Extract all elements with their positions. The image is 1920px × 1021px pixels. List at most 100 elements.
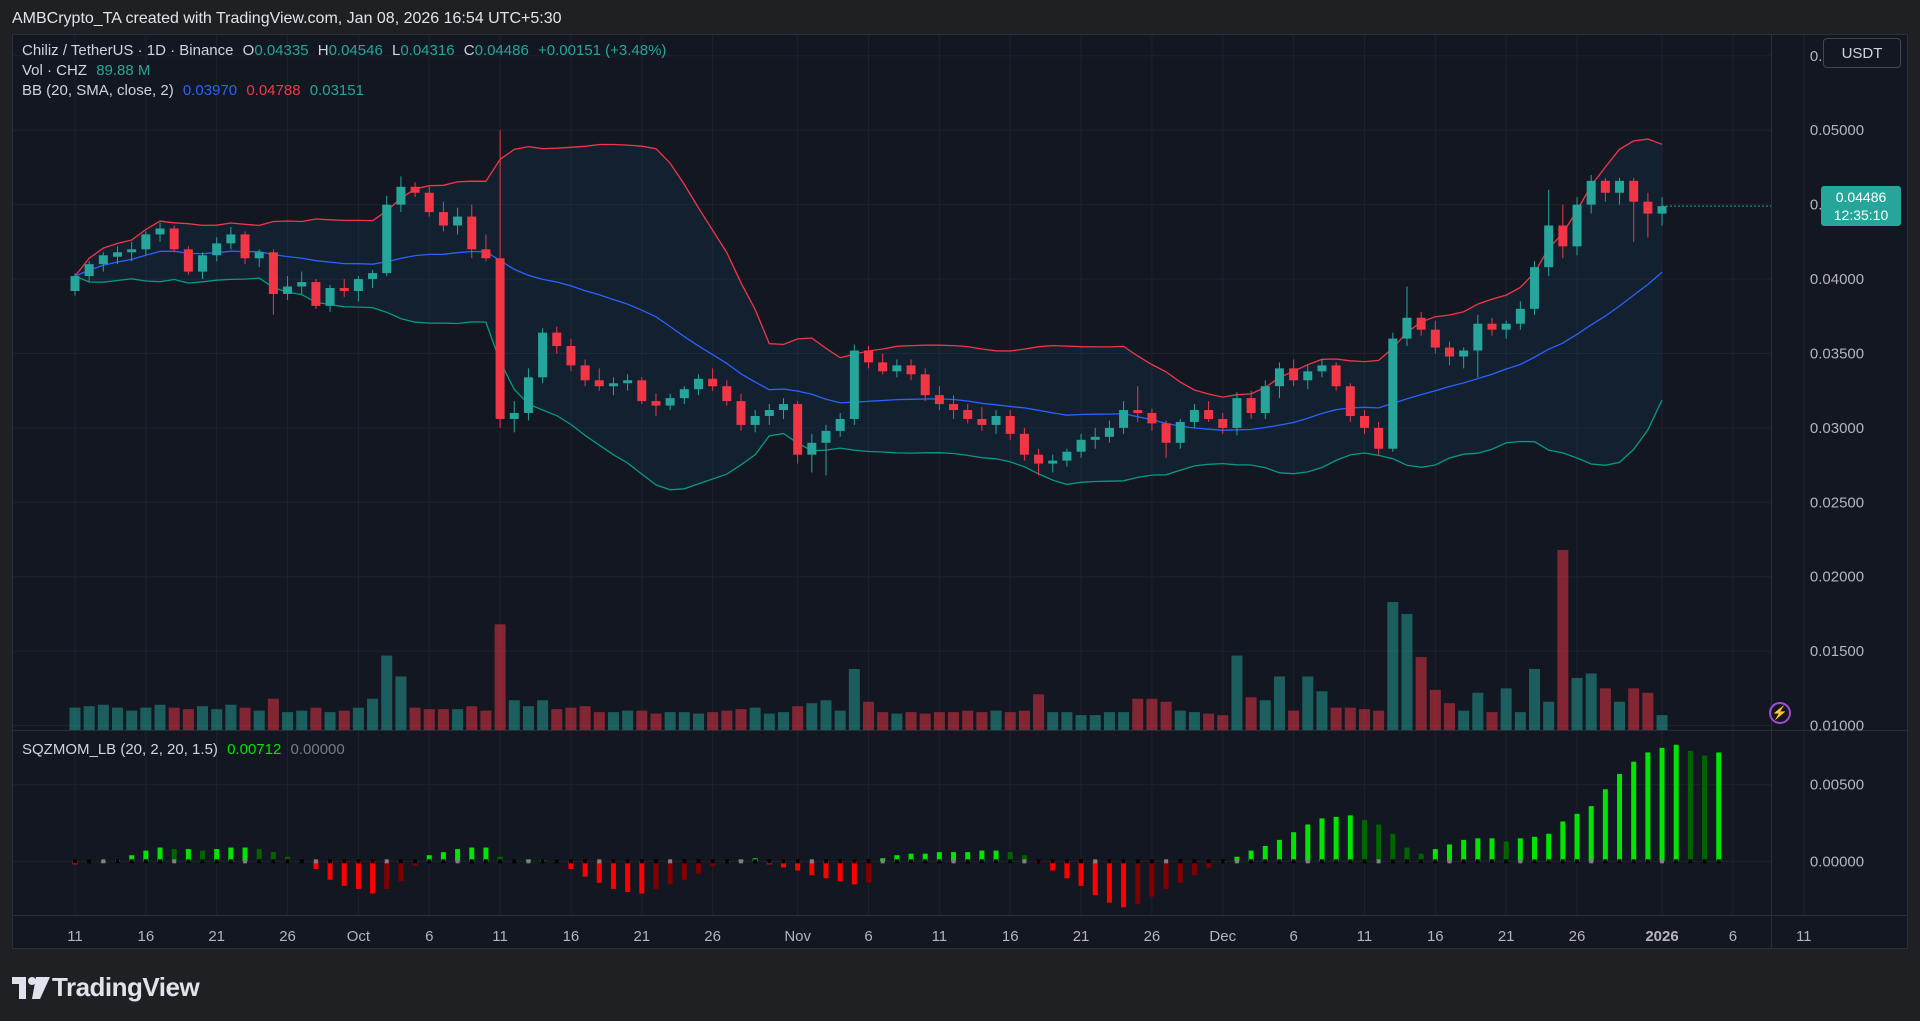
squeeze-bar: [681, 861, 687, 880]
legend-volume-row[interactable]: Vol · CHZ 89.88 M: [22, 62, 155, 79]
candle-body: [311, 282, 321, 306]
candle-body: [353, 279, 363, 291]
squeeze-dot: [1532, 859, 1537, 864]
volume-bar: [1529, 668, 1541, 730]
squeeze-dot: [483, 859, 488, 864]
squeeze-dot: [1560, 859, 1565, 864]
squeeze-bar: [1489, 838, 1495, 862]
candle-body: [779, 404, 788, 411]
brand-logo[interactable]: TradingView: [12, 972, 200, 1003]
volume-bar: [1033, 694, 1045, 730]
lightning-icon[interactable]: ⚡: [1769, 702, 1791, 724]
bar-countdown: 12:35:10: [1833, 207, 1889, 224]
squeeze-dot: [1603, 859, 1608, 864]
squeeze-dot: [186, 859, 191, 864]
time-axis-label: Nov: [784, 928, 811, 945]
volume-bar: [1203, 713, 1215, 730]
squeeze-bar: [1149, 861, 1155, 897]
candle-body: [1615, 180, 1625, 193]
candle-body: [254, 252, 264, 259]
squeeze-dot: [1546, 859, 1551, 864]
volume-bar: [1259, 700, 1271, 730]
volume-bar: [1358, 709, 1370, 730]
squeeze-dot: [1135, 859, 1140, 864]
volume-bar: [1273, 676, 1285, 730]
volume-bar: [1188, 712, 1200, 730]
squeeze-dot: [625, 859, 630, 864]
last-price-value: 0.04486: [1835, 189, 1887, 206]
squeeze-dot: [1490, 859, 1494, 864]
squeeze-dot: [965, 859, 970, 864]
volume-bar: [1585, 673, 1597, 730]
squeeze-bar: [1021, 855, 1027, 862]
squeeze-dot: [469, 859, 474, 864]
squeeze-dot: [1404, 859, 1409, 864]
candle-body: [651, 401, 661, 406]
time-axis-label: 21: [1073, 928, 1090, 945]
candle-body: [736, 401, 746, 425]
squeeze-bar: [625, 861, 631, 892]
squeeze-dot: [852, 859, 857, 864]
candle-body: [864, 350, 874, 363]
sqz-axis-label: 0.00500: [1810, 777, 1864, 794]
squeeze-dot: [781, 859, 786, 864]
volume-bar: [806, 703, 818, 730]
volume-bar: [1047, 712, 1059, 730]
candle-body: [764, 410, 774, 416]
legend-sqz-row[interactable]: SQZMOM_LB (20, 2, 20, 1.5) 0.00712 0.000…: [22, 741, 350, 758]
squeeze-dot: [172, 859, 177, 864]
squeeze-dot: [398, 859, 403, 864]
legend-open-value: 0.04335: [254, 42, 309, 59]
squeeze-bar: [327, 861, 333, 880]
squeeze-bar: [185, 849, 191, 862]
volume-bar: [239, 707, 251, 730]
volume-bar: [83, 706, 95, 730]
squeeze-dot: [1319, 859, 1324, 864]
squeeze-dot: [1518, 859, 1523, 864]
chart-area[interactable]: 0.055000.050000.045000.040000.035000.030…: [12, 34, 1908, 949]
candle-body: [637, 380, 647, 402]
time-axis-label: 6: [864, 928, 872, 945]
squeeze-dot: [809, 859, 814, 864]
candle-body: [693, 378, 703, 390]
candle-body: [1444, 347, 1454, 357]
volume-bar: [1316, 691, 1328, 730]
squeeze-dot: [795, 859, 800, 864]
squeeze-dot: [200, 859, 205, 864]
candle-body: [127, 249, 137, 253]
candle-body: [1657, 206, 1667, 214]
candle-body: [1062, 451, 1072, 461]
volume-bar: [168, 707, 180, 730]
last-price-badge: 0.04486 12:35:10: [1821, 186, 1901, 227]
time-axis-label: 11: [1796, 928, 1812, 945]
time-axis-label: 2026: [1645, 928, 1678, 945]
squeeze-dot: [1348, 859, 1353, 864]
candle-body: [283, 286, 293, 294]
volume-bar: [140, 707, 152, 730]
candle-body: [325, 287, 335, 306]
squeeze-dot: [979, 859, 984, 864]
volume-bar: [735, 709, 747, 730]
squeeze-dot: [1220, 859, 1225, 864]
volume-bar: [522, 706, 534, 730]
legend-bb-row[interactable]: BB (20, SMA, close, 2) 0.03970 0.04788 0…: [22, 82, 369, 99]
price-axis-label: 0.05000: [1810, 122, 1864, 139]
legend-symbol[interactable]: Chiliz / TetherUS · 1D · Binance: [22, 42, 234, 59]
candle-body: [1189, 410, 1199, 422]
squeeze-dot: [1702, 859, 1707, 864]
squeeze-bar: [596, 861, 602, 883]
candle-body: [1232, 398, 1242, 428]
squeeze-bar: [1305, 824, 1311, 862]
squeeze-dot: [384, 859, 389, 864]
volume-bar: [863, 701, 875, 730]
squeeze-dot: [299, 859, 304, 864]
squeeze-bar: [497, 856, 503, 862]
candle-body: [1317, 365, 1327, 372]
time-axis-label: 26: [1569, 928, 1586, 945]
currency-button[interactable]: USDT: [1823, 38, 1901, 68]
chart-canvas[interactable]: 0.055000.050000.045000.040000.035000.030…: [13, 35, 1907, 948]
squeeze-bar: [214, 849, 220, 862]
squeeze-bar: [1163, 861, 1169, 889]
squeeze-bar: [1262, 846, 1268, 862]
candle-body: [240, 234, 250, 259]
